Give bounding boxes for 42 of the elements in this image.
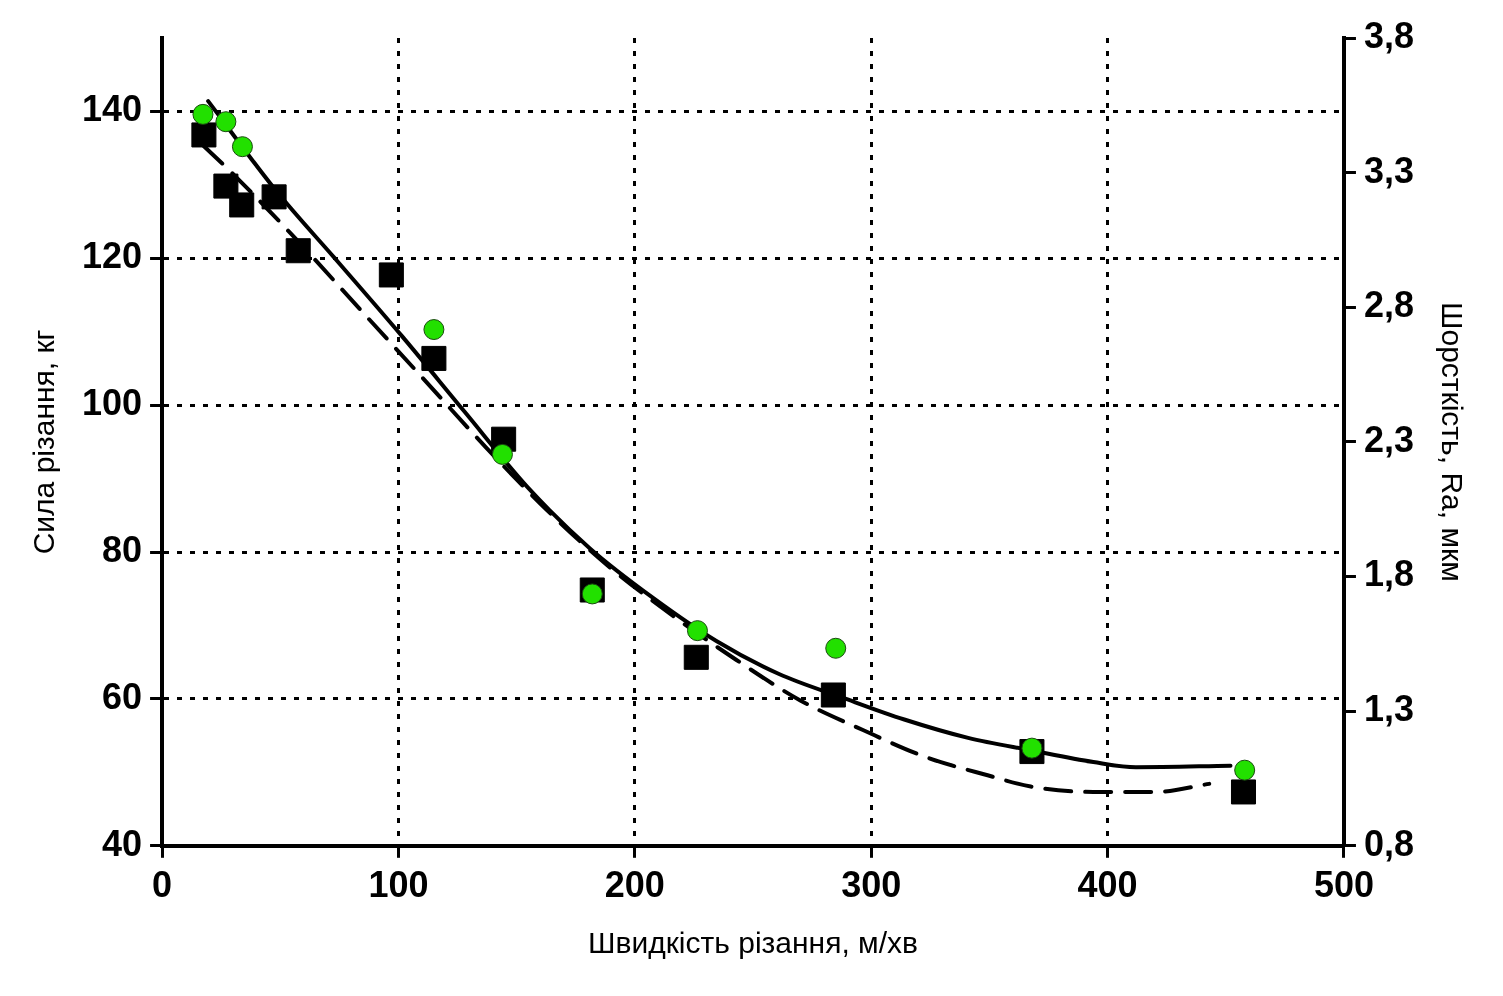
point (491, 443, 513, 465)
point (421, 345, 447, 371)
point (215, 111, 237, 133)
x-tick-label: 0 (152, 864, 173, 906)
point (192, 103, 214, 125)
point (1234, 759, 1256, 781)
x-tick-label: 400 (1077, 864, 1138, 906)
y2-axis-title: Шорсткість, Ra, мкм (1435, 301, 1469, 582)
y2-tick-label: 2,3 (1363, 418, 1414, 460)
y-tick-label: 60 (102, 675, 143, 717)
point (213, 173, 239, 199)
point (261, 184, 287, 210)
point (683, 644, 709, 670)
point (825, 637, 847, 659)
point (686, 620, 708, 642)
x-tick-label: 100 (368, 864, 429, 906)
y2-tick-label: 3,3 (1363, 149, 1414, 191)
x-axis-title: Швидкість різання, м/хв (588, 926, 918, 960)
y-tick-label: 120 (81, 235, 143, 277)
y2-tick-label: 0,8 (1363, 822, 1414, 864)
y-axis-title: Сила різання, кг (27, 329, 61, 555)
y-tick-label: 40 (102, 822, 143, 864)
y2-tick-label: 1,3 (1363, 688, 1414, 730)
point (820, 682, 846, 708)
y2-tick-label: 1,8 (1363, 553, 1414, 595)
x-tick-label: 200 (604, 864, 665, 906)
x-tick-label: 500 (1313, 864, 1374, 906)
y2-tick-label: 2,8 (1363, 284, 1414, 326)
point (231, 136, 253, 158)
point (423, 319, 445, 341)
point (191, 122, 217, 148)
point (1021, 737, 1043, 759)
point (581, 583, 603, 605)
y-tick-label: 140 (81, 88, 143, 130)
point (285, 238, 311, 264)
y-tick-label: 80 (102, 528, 143, 570)
x-tick-label: 300 (841, 864, 902, 906)
point (1230, 779, 1257, 805)
y2-tick-label: 3,8 (1363, 14, 1414, 56)
point (378, 262, 404, 288)
y-tick-label: 100 (81, 382, 143, 424)
point (229, 192, 255, 218)
